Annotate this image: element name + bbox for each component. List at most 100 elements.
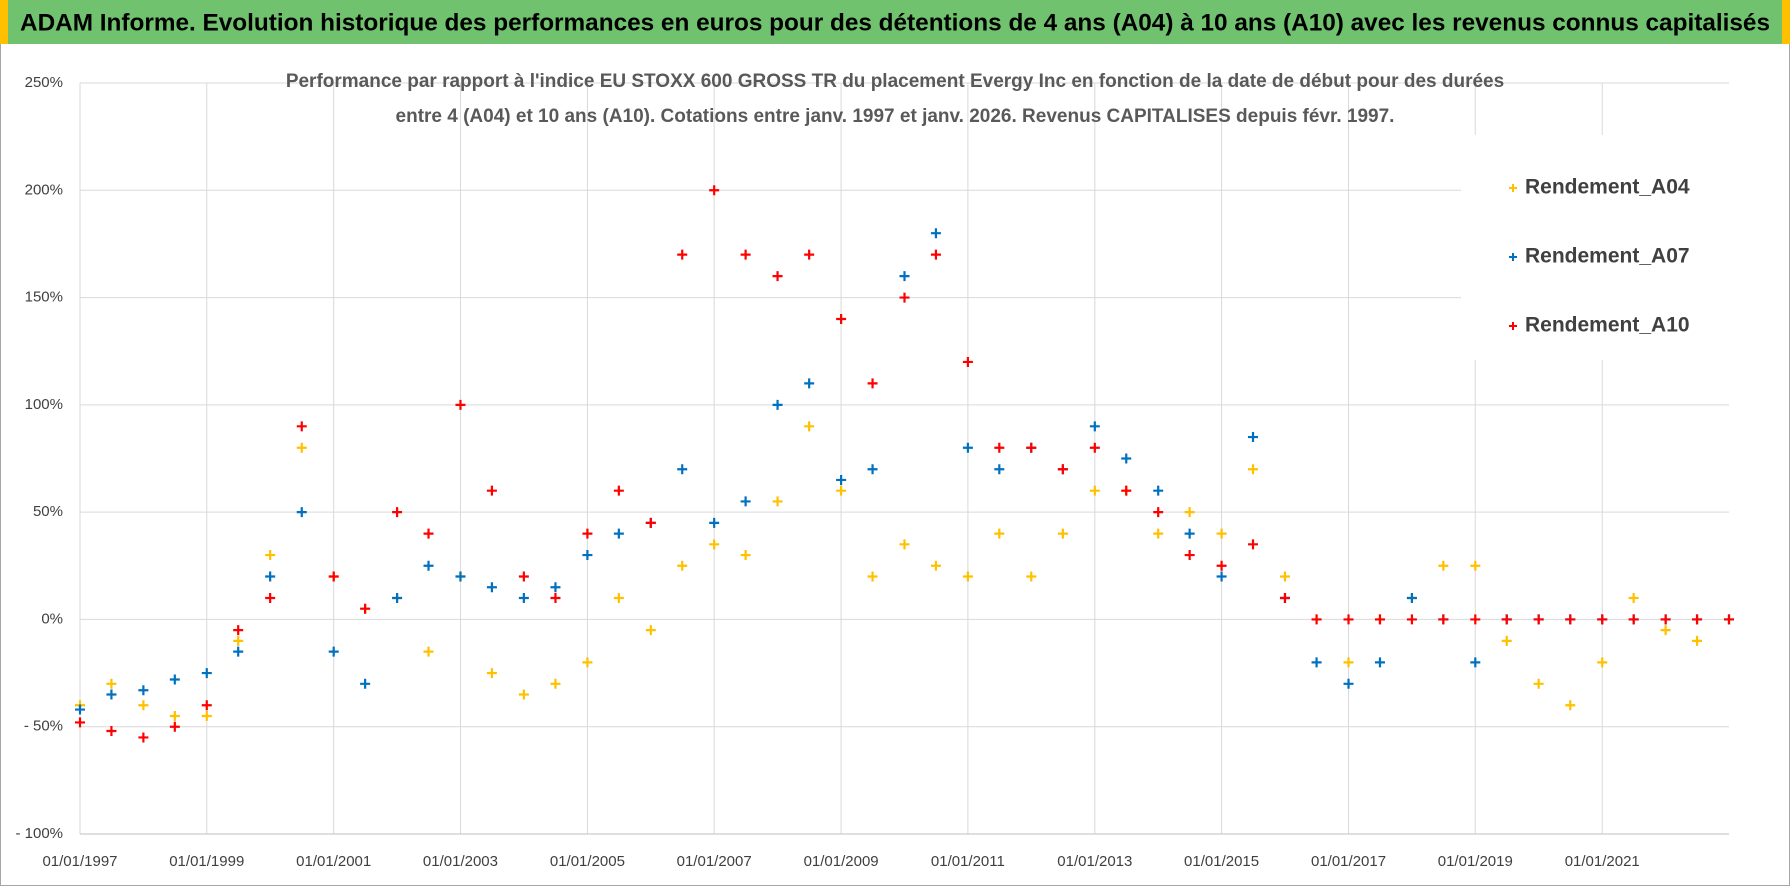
point [138, 700, 149, 711]
point [106, 726, 117, 737]
point [423, 646, 434, 657]
point [1438, 560, 1449, 571]
point [550, 678, 561, 689]
point [201, 710, 212, 721]
point [836, 314, 847, 325]
point [962, 442, 973, 453]
point [582, 657, 593, 668]
point [930, 249, 941, 260]
point [994, 464, 1005, 475]
point [106, 689, 117, 700]
point [1121, 453, 1132, 464]
point [613, 592, 624, 603]
point [1153, 485, 1164, 496]
point [265, 550, 276, 561]
x-tick-label: 01/01/2001 [296, 853, 371, 870]
point [677, 249, 688, 260]
x-tick-label: 01/01/2009 [804, 853, 879, 870]
point [1533, 678, 1544, 689]
x-tick-label: 01/01/2013 [1057, 853, 1132, 870]
point [201, 668, 212, 679]
point [867, 571, 878, 582]
point [360, 678, 371, 689]
point [1057, 464, 1068, 475]
point [899, 292, 910, 303]
point [550, 582, 561, 593]
point [169, 710, 180, 721]
point [1184, 528, 1195, 539]
legend-marker [1509, 184, 1517, 192]
point [613, 485, 624, 496]
point [1216, 528, 1227, 539]
point [1343, 678, 1354, 689]
point [1628, 614, 1639, 625]
y-tick-label: 200% [25, 181, 63, 198]
point [1565, 614, 1576, 625]
point [518, 689, 529, 700]
point [1724, 614, 1734, 625]
legend-label: Rendement_A07 [1525, 245, 1690, 268]
point [1311, 614, 1322, 625]
point [1089, 421, 1100, 432]
point [994, 442, 1005, 453]
point [201, 700, 212, 711]
point [1597, 657, 1608, 668]
point [1660, 625, 1671, 636]
point [1374, 657, 1385, 668]
point [392, 592, 403, 603]
point [740, 550, 751, 561]
title-bar-corner [1782, 0, 1790, 44]
point [836, 485, 847, 496]
y-tick-label: 150% [25, 289, 63, 306]
point [804, 421, 815, 432]
point [962, 571, 973, 582]
chart-subtitle: Performance par rapport à l'indice EU ST… [286, 71, 1504, 92]
point [1089, 485, 1100, 496]
y-tick-label: 50% [33, 503, 63, 520]
point [1311, 657, 1322, 668]
point [296, 442, 307, 453]
point [772, 496, 783, 507]
x-tick-label: 01/01/2011 [931, 853, 1005, 870]
title-bar [0, 0, 1790, 44]
point [486, 485, 497, 496]
point [1248, 432, 1259, 443]
point [518, 571, 529, 582]
point [804, 378, 815, 389]
point [899, 539, 910, 550]
point [1501, 614, 1512, 625]
x-tick-label: 01/01/1999 [169, 853, 244, 870]
legend-marker [1509, 253, 1517, 261]
point [75, 717, 85, 728]
point [233, 625, 244, 636]
x-tick-label: 01/01/2003 [423, 853, 498, 870]
point [1153, 528, 1164, 539]
point [1501, 635, 1512, 646]
legend-label: Rendement_A04 [1525, 176, 1690, 199]
point [1343, 614, 1354, 625]
point [1343, 657, 1354, 668]
x-tick-label: 01/01/2017 [1311, 853, 1386, 870]
point [930, 228, 941, 239]
series [75, 185, 1734, 743]
point [1374, 614, 1385, 625]
y-tick-label: 250% [25, 74, 63, 91]
point [518, 592, 529, 603]
point [1248, 539, 1259, 550]
point [138, 732, 149, 743]
point [962, 356, 973, 367]
point [677, 464, 688, 475]
point [328, 646, 339, 657]
point [423, 560, 434, 571]
point [582, 528, 593, 539]
x-tick-label: 01/01/2019 [1438, 853, 1513, 870]
point [296, 421, 307, 432]
point [1628, 592, 1639, 603]
point [709, 517, 720, 528]
point [265, 592, 276, 603]
point [296, 507, 307, 518]
y-tick-label: - 100% [15, 825, 63, 842]
point [265, 571, 276, 582]
